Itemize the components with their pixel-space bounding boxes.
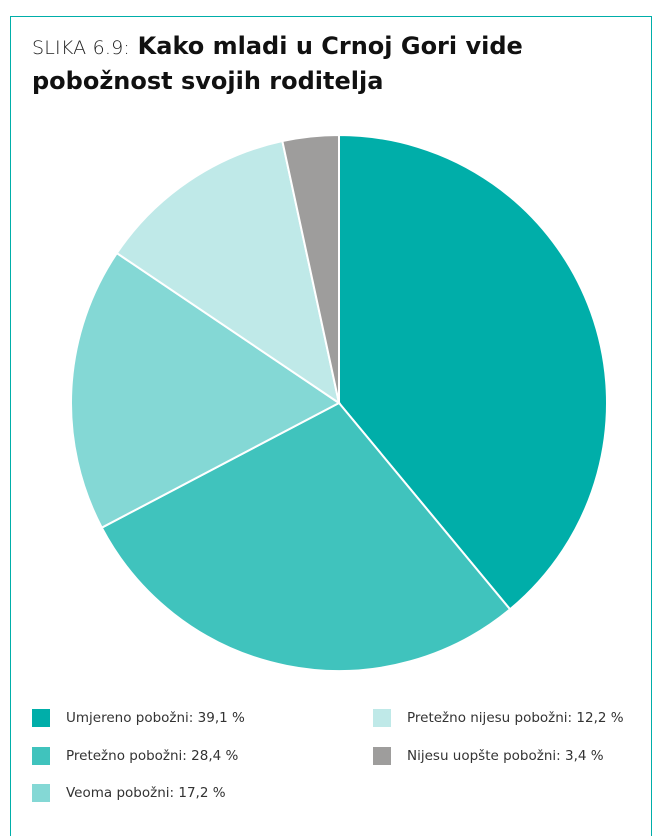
- legend-label: Veoma pobožni: 17,2 %: [66, 785, 226, 801]
- legend-label: Pretežno nijesu pobožni: 12,2 %: [407, 710, 624, 726]
- legend-label: Nijesu uopšte pobožni: 3,4 %: [407, 748, 604, 764]
- legend-item-0: Umjereno pobožni: 39,1 %: [32, 709, 245, 727]
- pie-slice-0: [338, 133, 608, 611]
- pie-slice-2: [70, 251, 341, 530]
- pie-slice-1: [100, 401, 512, 672]
- figure-title: Kako mladi u Crnoj Gori vide pobožnost s…: [32, 32, 523, 95]
- legend-item-1: Pretežno pobožni: 28,4 %: [32, 747, 238, 765]
- legend-swatch: [32, 709, 50, 727]
- legend-swatch: [32, 784, 50, 802]
- pie-slice-3: [115, 139, 341, 406]
- legend-label: Umjereno pobožni: 39,1 %: [66, 710, 245, 726]
- legend-swatch: [32, 747, 50, 765]
- chart-title: SLIKA 6.9: Kako mladi u Crnoj Gori vide …: [32, 30, 632, 98]
- pie-slice-4: [281, 133, 340, 404]
- figure-number: SLIKA 6.9:: [32, 37, 131, 59]
- legend-item-2: Veoma pobožni: 17,2 %: [32, 784, 226, 802]
- legend-swatch: [373, 709, 391, 727]
- chart-frame: [10, 16, 652, 836]
- legend-item-3: Pretežno nijesu pobožni: 12,2 %: [373, 709, 624, 727]
- legend-label: Pretežno pobožni: 28,4 %: [66, 748, 239, 764]
- legend-swatch: [373, 747, 391, 765]
- legend-item-4: Nijesu uopšte pobožni: 3,4 %: [373, 747, 604, 765]
